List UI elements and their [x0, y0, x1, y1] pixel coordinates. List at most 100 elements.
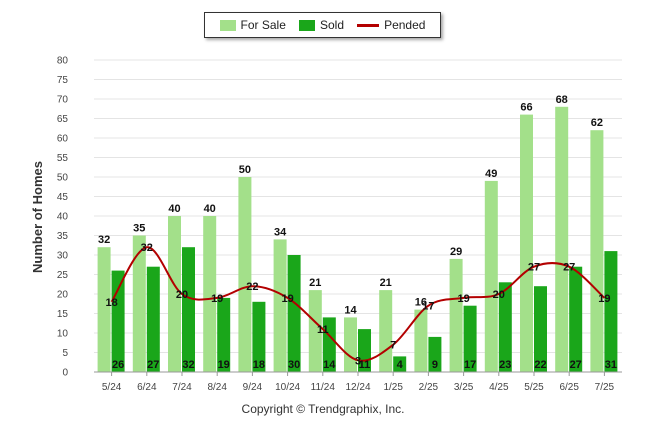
y-tick-label: 80	[57, 56, 69, 67]
label-for-sale: 21	[309, 277, 321, 289]
bar-for-sale	[97, 247, 111, 372]
y-tick-label: 65	[57, 114, 69, 125]
bar-for-sale	[555, 106, 569, 373]
label-pended: 17	[422, 301, 434, 313]
bar-sold	[428, 336, 442, 372]
legend-item-for-sale[interactable]: For Sale	[219, 18, 286, 32]
label-sold: 19	[218, 359, 230, 371]
bar-for-sale	[203, 216, 217, 372]
label-pended: 19	[598, 293, 610, 305]
label-sold: 4	[397, 359, 404, 371]
x-tick-label: 7/25	[595, 382, 615, 393]
bar-for-sale	[379, 290, 393, 372]
x-tick-label: 9/24	[243, 382, 263, 393]
label-for-sale: 14	[344, 304, 357, 316]
bar-sold	[569, 266, 583, 372]
y-tick-label: 55	[57, 153, 69, 164]
bar-sold	[604, 251, 618, 372]
label-for-sale: 21	[380, 277, 392, 289]
label-sold: 32	[182, 359, 194, 371]
x-tick-label: 1/25	[383, 382, 403, 393]
y-tick-label: 0	[62, 368, 68, 379]
y-tick-label: 45	[57, 192, 69, 203]
y-tick-label: 5	[62, 348, 68, 359]
y-tick-label: 30	[57, 251, 69, 262]
label-for-sale: 35	[133, 223, 145, 235]
y-tick-label: 10	[57, 329, 69, 340]
label-sold: 27	[570, 359, 582, 371]
x-tick-label: 4/25	[489, 382, 509, 393]
x-tick-label: 6/24	[137, 382, 157, 393]
y-tick-label: 60	[57, 134, 69, 145]
bar-for-sale	[308, 290, 322, 372]
label-pended: 7	[390, 340, 396, 352]
bar-sold	[217, 297, 231, 372]
bar-for-sale	[414, 309, 428, 372]
label-for-sale: 16	[415, 297, 427, 309]
label-sold: 18	[253, 359, 265, 371]
bar-sold	[182, 247, 195, 372]
sold-swatch	[298, 19, 315, 31]
legend-item-sold[interactable]: Sold	[298, 18, 344, 32]
bar-sold	[393, 356, 407, 372]
label-for-sale: 49	[485, 168, 497, 180]
bar-sold	[146, 266, 160, 372]
y-tick-label: 70	[57, 95, 69, 106]
label-pended: 20	[493, 289, 505, 301]
label-pended: 27	[563, 262, 575, 274]
label-pended: 19	[281, 293, 293, 305]
pended-line	[110, 246, 606, 362]
data-labels: 32 26 35 27 40 32 40 19 50 18 34 30 21 14 14 11 21 4 16 9 29…	[98, 94, 617, 371]
label-for-sale: 40	[168, 203, 180, 215]
x-tick-label: 8/24	[207, 382, 227, 393]
bar-for-sale	[590, 130, 604, 372]
label-for-sale: 68	[556, 94, 568, 106]
label-sold: 31	[605, 359, 617, 371]
pended-line-layer	[110, 246, 606, 362]
bar-for-sale	[484, 180, 498, 372]
label-sold: 23	[499, 359, 511, 371]
label-pended: 11	[317, 324, 329, 336]
label-pended: 18	[105, 297, 117, 309]
legend: For Sale Sold Pended	[204, 12, 441, 38]
y-tick-label: 50	[57, 173, 69, 184]
x-tick-label: 2/25	[419, 382, 439, 393]
bars	[97, 106, 618, 373]
label-for-sale: 50	[239, 164, 251, 176]
x-tick-label: 10/24	[275, 382, 300, 393]
y-axis-title: Number of Homes	[30, 161, 45, 273]
label-for-sale: 34	[274, 226, 287, 238]
label-pended: 19	[457, 293, 469, 305]
bar-sold	[111, 270, 125, 372]
y-tick-label: 40	[57, 212, 69, 223]
label-pended: 32	[141, 242, 153, 254]
y-tick-label: 25	[57, 270, 69, 281]
legend-item-pended[interactable]: Pended	[357, 18, 425, 32]
label-for-sale: 32	[98, 234, 110, 246]
y-tick-label: 35	[57, 231, 69, 242]
bar-for-sale	[449, 258, 463, 372]
label-pended: 3	[355, 355, 361, 367]
label-sold: 14	[323, 359, 336, 371]
bar-for-sale	[273, 239, 287, 372]
label-pended: 22	[246, 281, 258, 293]
x-tick-label: 3/25	[454, 382, 474, 393]
x-tick-label: 12/24	[345, 382, 370, 393]
bar-sold	[287, 255, 301, 372]
x-tick-label: 11/24	[311, 382, 336, 393]
bar-for-sale	[168, 216, 181, 372]
label-pended: 27	[528, 262, 540, 274]
bar-for-sale	[238, 177, 252, 372]
label-for-sale: 29	[450, 246, 462, 258]
for-sale-swatch	[219, 19, 236, 31]
bar-sold	[463, 305, 477, 372]
bar-sold	[252, 301, 266, 372]
bar-sold	[534, 286, 547, 372]
x-tick-label: 6/25	[559, 382, 579, 393]
y-tick-label: 20	[57, 290, 69, 301]
axes: 0 5 10 15 20 25 30 35 40 45 50 55 60 65 70 75 80 5/24 6/24…	[57, 56, 622, 393]
label-sold: 9	[432, 359, 438, 371]
label-for-sale: 66	[520, 102, 532, 114]
bar-for-sale	[520, 114, 533, 372]
